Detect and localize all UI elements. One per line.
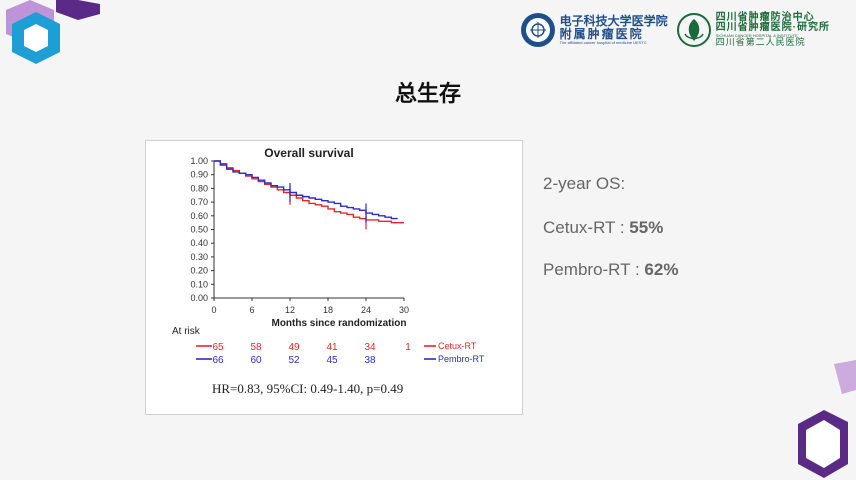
- x-axis-label: Months since randomization: [271, 318, 406, 329]
- y-tick-label: 0.00: [190, 293, 208, 303]
- at-risk-count: 49: [288, 342, 300, 353]
- at-risk-count: 1: [405, 342, 411, 353]
- os-row-cetux-value: 55%: [629, 218, 664, 237]
- km-chart: Overall survival 0.00 0.10 0.20 0.30 0.40 0.50…: [172, 146, 485, 366]
- x-tick-label: 30: [399, 305, 409, 315]
- at-risk-count: 60: [250, 355, 262, 366]
- at-risk-count: 41: [326, 342, 338, 353]
- y-tick-label: 1.00: [190, 156, 208, 166]
- x-tick-label: 6: [249, 305, 254, 315]
- sichuan-logo-line3: SICHUAN CANCER HOSPITAL & INSTITUTE: [715, 32, 798, 38]
- survival-curve-pembro: [214, 160, 398, 220]
- legend-label: Pembro-RT: [438, 354, 485, 364]
- sichuan-logo-line4: 四川省第二人民医院: [715, 36, 806, 47]
- os-row-cetux: Cetux-RT : 55%: [543, 218, 678, 238]
- y-tick-label: 0.10: [190, 279, 208, 289]
- sichuan-logo: 四川省肿瘤防治中心 四川省肿瘤医院·研究所 SICHUAN CANCER HOS…: [676, 12, 830, 48]
- survival-chart-box: Overall survival 0.00 0.10 0.20 0.30 0.40 0.50…: [145, 140, 523, 415]
- x-tick-label: 12: [285, 305, 295, 315]
- y-tick-label: 0.70: [190, 197, 208, 207]
- uestc-logo: 电子科技大学医学院 附属肿瘤医院 The affiliated cancer h…: [520, 12, 668, 48]
- x-tick-label: 0: [211, 305, 216, 315]
- at-risk-count: 58: [250, 342, 262, 353]
- y-tick-label: 0.40: [190, 238, 208, 248]
- hazard-ratio-text: HR=0.83, 95%CI: 0.49-1.40, p=0.49: [212, 381, 404, 396]
- at-risk-count: 45: [326, 355, 338, 366]
- x-tick-label: 24: [361, 305, 371, 315]
- sichuan-seal-icon: [676, 13, 711, 47]
- slide-title: 总生存: [394, 82, 461, 107]
- uestc-logo-line1: 电子科技大学医学院: [559, 14, 668, 29]
- os-row-pembro-label: Pembro-RT :: [543, 260, 645, 279]
- y-tick-label: 0.50: [190, 225, 208, 235]
- os-heading: 2-year OS:: [543, 174, 626, 193]
- at-risk-count: 65: [212, 342, 224, 353]
- at-risk-count: 38: [364, 355, 376, 366]
- survival-curve-cetux: [214, 160, 404, 224]
- os-row-pembro-value: 62%: [644, 260, 679, 279]
- at-risk-count: 52: [288, 355, 300, 366]
- uestc-logo-line3: The affiliated cancer hospital of medici…: [559, 39, 647, 45]
- uestc-logo-line2: 附属肿瘤医院: [559, 26, 644, 41]
- top-left-hexagon-decoration: [6, 0, 100, 64]
- at-risk-count: 66: [212, 355, 224, 366]
- legend-label: Cetux-RT: [438, 341, 477, 351]
- header-logos: 电子科技大学医学院 附属肿瘤医院 The affiliated cancer h…: [520, 12, 830, 48]
- y-tick-label: 0.20: [190, 266, 208, 276]
- sichuan-logo-line1: 四川省肿瘤防治中心: [715, 11, 815, 23]
- y-tick-label: 0.80: [190, 183, 208, 193]
- uestc-seal-icon: [520, 13, 555, 47]
- y-tick-label: 0.30: [190, 252, 208, 262]
- at-risk-count: 34: [364, 342, 376, 353]
- os-summary-panel: 2-year OS: Cetux-RT : 55% Pembro-RT : 62…: [543, 174, 678, 302]
- chart-title: Overall survival: [264, 146, 353, 160]
- y-tick-label: 0.60: [190, 211, 208, 221]
- os-row-pembro: Pembro-RT : 62%: [543, 260, 678, 280]
- x-tick-label: 18: [323, 305, 333, 315]
- bottom-right-hexagon-decoration: [798, 360, 856, 478]
- os-row-cetux-label: Cetux-RT :: [543, 218, 630, 237]
- sichuan-logo-line2: 四川省肿瘤医院·研究所: [715, 22, 830, 34]
- at-risk-label: At risk: [172, 326, 201, 337]
- y-tick-label: 0.90: [190, 170, 208, 180]
